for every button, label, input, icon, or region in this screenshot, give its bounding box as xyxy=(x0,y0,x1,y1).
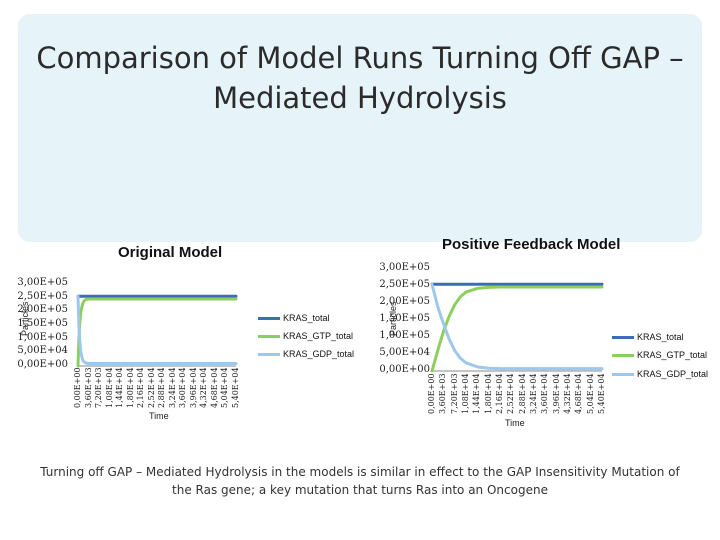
y-tick-label: 1,00E+05 xyxy=(379,330,430,341)
y-tick-label: 2,00E+05 xyxy=(17,304,68,316)
chart-title-positive-feedback: Positive Feedback Model xyxy=(442,236,621,253)
y-tick-label: 2,00E+05 xyxy=(379,296,430,307)
x-tick-label: 1,44E+04 xyxy=(472,373,482,414)
x-tick-label: 4,68E+04 xyxy=(209,367,219,408)
x-tick-label: 3,60E+04 xyxy=(178,367,188,408)
y-tick-label: 2,50E+05 xyxy=(17,290,68,302)
x-tick-label: 3,60E+03 xyxy=(83,367,93,408)
slide-title: Comparison of Model Runs Turning Off GAP… xyxy=(36,41,684,115)
legend-label: KRAS_GTP_total xyxy=(283,331,354,341)
y-tick-label: 5,00E+04 xyxy=(379,347,430,358)
y-tick-label: 3,00E+05 xyxy=(379,262,430,273)
x-tick-label: 2,52E+04 xyxy=(506,373,516,414)
legend-item-kras-gdp-total: KRAS_GDP_total xyxy=(612,369,708,379)
legend-swatch xyxy=(258,334,280,338)
x-tick-label: 3,96E+04 xyxy=(188,367,198,408)
chart-title-original: Original Model xyxy=(118,244,223,261)
legend-swatch xyxy=(612,372,634,376)
x-tick-label: 7,20E+03 xyxy=(94,367,104,408)
legend-label: KRAS_total xyxy=(283,313,330,323)
x-tick-label: 2,88E+04 xyxy=(157,367,167,408)
x-tick-label: 1,80E+04 xyxy=(125,367,135,408)
x-tick-label: 5,04E+04 xyxy=(585,373,595,414)
y-tick-label: 5,00E+04 xyxy=(17,345,68,357)
x-tick-label: 3,24E+04 xyxy=(529,373,538,414)
slide-caption: Turning off GAP – Mediated Hydrolysis in… xyxy=(40,465,680,497)
x-tick-label: 0,00E+00 xyxy=(427,373,436,414)
series-line-kras-gtp-total xyxy=(430,285,604,373)
legend-swatch xyxy=(258,352,280,356)
x-tick-label: 2,52E+04 xyxy=(146,367,156,408)
x-tick-label: 0,00E+00 xyxy=(73,367,82,408)
y-tick-label: 2,50E+05 xyxy=(379,279,430,290)
legend-item-kras-gtp-total: KRAS_GTP_total xyxy=(258,331,353,341)
x-tick-label: 4,68E+04 xyxy=(574,373,584,414)
series-line-kras-gdp-total xyxy=(76,294,238,365)
legend-item-kras-total: KRAS_total xyxy=(612,332,684,342)
y-tick-label: 0,00E+00 xyxy=(17,359,68,370)
legend-item-kras-gtp-total: KRAS_GTP_total xyxy=(612,350,707,360)
y-tick-label: 3,00E+05 xyxy=(17,277,68,288)
x-axis-label-original: Time xyxy=(149,411,169,421)
legend-swatch xyxy=(258,316,280,320)
legend-swatch xyxy=(612,353,634,357)
x-tick-label: 1,08E+04 xyxy=(461,373,470,414)
y-tick-label: 0,00E+00 xyxy=(379,364,430,375)
x-tick-label: 1,44E+04 xyxy=(115,367,125,408)
x-tick-label: 2,88E+04 xyxy=(517,373,527,414)
x-tick-label: 5,40E+04 xyxy=(231,367,240,408)
legend-item-kras-total: KRAS_total xyxy=(258,313,330,323)
x-tick-label: 5,04E+04 xyxy=(220,367,230,408)
y-tick-label: 1,50E+05 xyxy=(379,313,430,324)
legend-label: KRAS_GDP_total xyxy=(637,369,709,379)
y-tick-label: 1,50E+05 xyxy=(17,318,68,329)
x-tick-label: 3,24E+04 xyxy=(167,367,177,408)
legend-label: KRAS_GTP_total xyxy=(637,350,708,360)
legend-label: KRAS_GDP_total xyxy=(283,349,355,359)
x-axis-label-positive-feedback: Time xyxy=(505,418,525,428)
x-tick-label: 1,08E+04 xyxy=(104,367,114,408)
title-band xyxy=(18,14,702,242)
x-tick-label: 2,16E+04 xyxy=(495,373,504,414)
x-tick-label: 7,20E+03 xyxy=(449,373,459,414)
y-tick-label: 1,00E+05 xyxy=(17,331,68,343)
series-line-kras-gdp-total xyxy=(430,282,604,371)
x-tick-label: 2,16E+04 xyxy=(136,367,146,408)
x-tick-label: 1,80E+04 xyxy=(483,373,493,414)
x-tick-label: 4,32E+04 xyxy=(563,373,572,414)
x-tick-label: 3,60E+03 xyxy=(438,373,448,414)
x-tick-label: 3,96E+04 xyxy=(551,373,561,414)
x-tick-label: 3,60E+04 xyxy=(540,373,550,414)
x-tick-label: 4,32E+04 xyxy=(199,367,209,408)
legend-label: KRAS_total xyxy=(637,332,684,342)
legend-item-kras-gdp-total: KRAS_GDP_total xyxy=(258,349,354,359)
x-tick-label: 5,40E+04 xyxy=(597,373,606,414)
legend-swatch xyxy=(612,335,634,339)
